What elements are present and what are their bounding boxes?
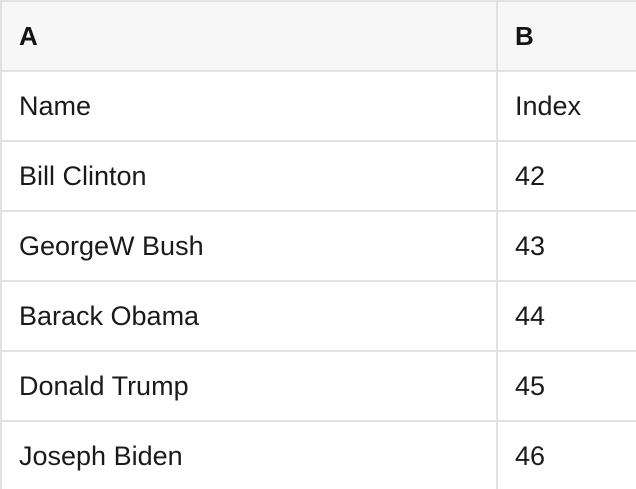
cell-name-header[interactable]: Name	[0, 70, 498, 142]
table-row: Bill Clinton 42	[0, 140, 636, 212]
cell-name[interactable]: Bill Clinton	[0, 140, 498, 212]
column-header-a[interactable]: A	[0, 0, 498, 72]
table-row: Name Index	[0, 70, 636, 142]
cell-index[interactable]: 43	[496, 210, 636, 282]
cell-index[interactable]: 44	[496, 280, 636, 352]
table-row: Joseph Biden 46	[0, 420, 636, 489]
cell-name[interactable]: GeorgeW Bush	[0, 210, 498, 282]
cell-index-header[interactable]: Index	[496, 70, 636, 142]
cell-index[interactable]: 45	[496, 350, 636, 422]
table-row: Donald Trump 45	[0, 350, 636, 422]
cell-index[interactable]: 46	[496, 420, 636, 489]
table-row: GeorgeW Bush 43	[0, 210, 636, 282]
cell-name[interactable]: Barack Obama	[0, 280, 498, 352]
cell-name[interactable]: Donald Trump	[0, 350, 498, 422]
column-header-row: A B	[0, 0, 636, 72]
cell-index[interactable]: 42	[496, 140, 636, 212]
cell-name[interactable]: Joseph Biden	[0, 420, 498, 489]
column-header-b[interactable]: B	[496, 0, 636, 72]
table-row: Barack Obama 44	[0, 280, 636, 352]
